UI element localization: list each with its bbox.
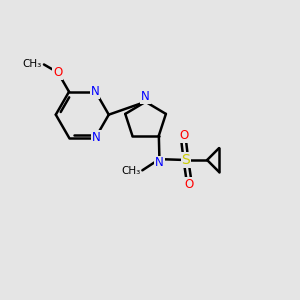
Text: N: N [92,131,101,144]
Text: N: N [141,90,150,103]
Text: O: O [185,178,194,191]
Text: N: N [91,85,100,98]
Text: CH₃: CH₃ [22,59,42,69]
Text: CH₃: CH₃ [121,166,141,176]
Text: S: S [182,153,190,167]
Text: O: O [53,66,62,79]
Text: N: N [155,157,164,169]
Text: O: O [179,129,188,142]
